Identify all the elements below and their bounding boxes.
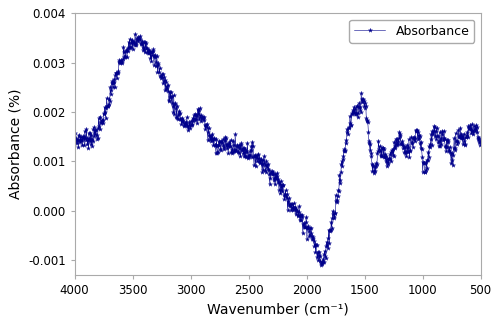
Absorbance — [72, 131, 78, 135]
Absorbance — [96, 127, 102, 131]
Absorbance — [308, 226, 314, 230]
Line: Absorbance: Absorbance — [72, 32, 483, 267]
X-axis label: Wavenumber (cm⁻¹): Wavenumber (cm⁻¹) — [207, 303, 348, 317]
Absorbance — [132, 32, 138, 35]
Absorbance — [332, 216, 338, 220]
Absorbance — [319, 260, 325, 264]
Y-axis label: Absorbance (%): Absorbance (%) — [8, 89, 22, 200]
Absorbance — [380, 155, 386, 159]
Absorbance — [318, 263, 324, 266]
Absorbance — [422, 170, 428, 174]
Legend: Absorbance: Absorbance — [349, 20, 474, 43]
Absorbance — [478, 138, 484, 142]
